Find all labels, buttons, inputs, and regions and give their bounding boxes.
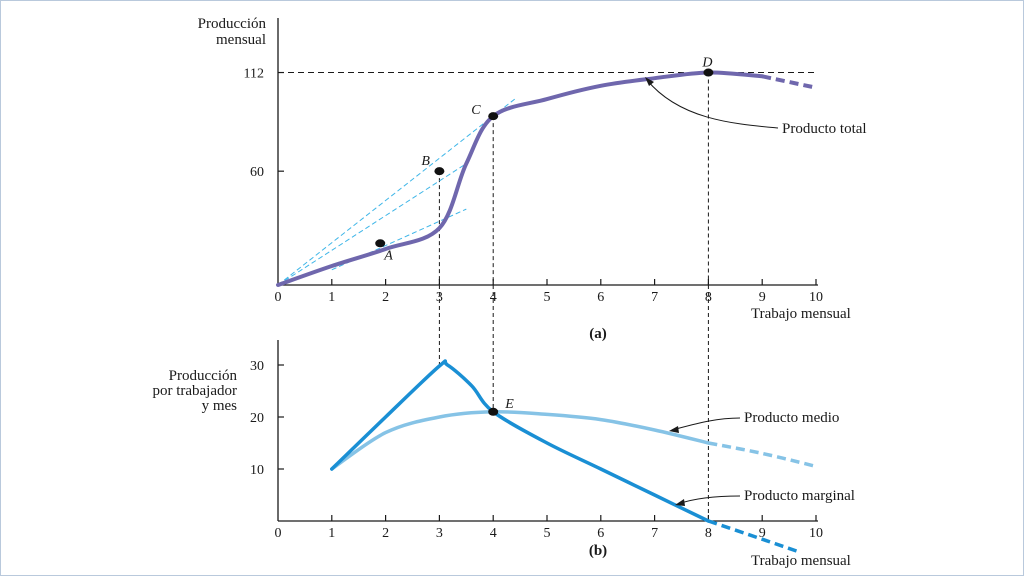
- point-e-marker: [488, 407, 499, 416]
- producto-marginal-label: Producto marginal: [744, 488, 855, 504]
- panel-a-ylabel-line1: Producción: [198, 16, 267, 32]
- producto-total-leader: [646, 79, 779, 129]
- annotation-producto-total: Producto total: [645, 77, 867, 137]
- producto-medio-arrowhead: [669, 426, 679, 433]
- panel-b-y-ticks: 10 20 30: [250, 359, 284, 478]
- panel-a-x-tick-4: 4: [490, 290, 497, 305]
- series-producto-medio-dashed: [708, 441, 817, 469]
- series-producto-marginal-solid: [330, 359, 711, 523]
- panel-b-ylabel-line3: y mes: [202, 398, 238, 414]
- panel-a-x-ticks: 0 1 2 3 4 5 6 7 8 9 10: [275, 279, 823, 305]
- panel-b-ylabel-line1: Producción: [169, 368, 238, 384]
- panel-b-y-tick-20: 20: [250, 411, 264, 426]
- point-d-marker: [703, 68, 714, 77]
- series-producto-medio-solid: [330, 409, 711, 471]
- panel-a-xlabel: Trabajo mensual: [751, 306, 851, 322]
- producto-marginal-leader: [677, 495, 741, 505]
- panel-a-ylabel-line2: mensual: [216, 32, 266, 48]
- annotation-producto-medio: Producto medio: [669, 410, 839, 433]
- panel-a-y-ticks: 60 112: [244, 67, 284, 180]
- panel-a: Producción mensual 0 1 2 3 4 5 6 7 8 9 10 60 112 A B…: [198, 16, 867, 342]
- panel-a-reference-lines: [278, 72, 818, 285]
- panel-b-x-tick-2: 2: [382, 526, 389, 541]
- panel-b-x-tick-1: 1: [328, 526, 335, 541]
- producto-medio-leader: [671, 417, 741, 431]
- panel-a-x-tick-0: 0: [275, 290, 282, 305]
- producto-medio-label: Producto medio: [744, 410, 839, 426]
- point-e-label: E: [504, 397, 514, 412]
- panel-a-x-tick-8: 8: [705, 290, 712, 305]
- panel-a-x-tick-3: 3: [436, 290, 443, 305]
- panel-b-xlabel: Trabajo mensual: [751, 553, 851, 569]
- panel-a-x-tick-5: 5: [544, 290, 551, 305]
- series-producto-total-solid: [276, 70, 765, 287]
- panel-a-x-tick-6: 6: [597, 290, 604, 305]
- series-producto-marginal-dashed: [707, 519, 801, 554]
- panel-b-x-tick-4: 4: [490, 526, 497, 541]
- panel-b-y-axis-title: Producción por trabajador y mes: [152, 368, 237, 414]
- panel-a-caption: (a): [589, 326, 607, 342]
- series-producto-total-dashed: [761, 74, 817, 90]
- panel-b-x-tick-3: 3: [436, 526, 443, 541]
- panel-b-x-tick-5: 5: [544, 526, 551, 541]
- producto-total-arrowhead: [645, 77, 654, 86]
- point-c-marker: [488, 112, 499, 121]
- panel-a-tangent-line-2: [277, 163, 467, 286]
- panel-b: Producción por trabajador y mes 0 1 2 3 4 5 6 7…: [152, 285, 855, 569]
- panel-b-reference-lines: [438, 285, 709, 521]
- panel-b-series: [330, 359, 817, 554]
- point-a-marker: [375, 239, 386, 248]
- panel-b-x-tick-8: 8: [705, 526, 712, 541]
- panel-a-y-tick-112: 112: [244, 67, 264, 82]
- point-b-marker: [434, 167, 445, 176]
- producto-total-label: Producto total: [782, 121, 867, 137]
- panel-a-x-tick-9: 9: [759, 290, 766, 305]
- panel-a-x-tick-1: 1: [328, 290, 335, 305]
- panel-a-x-tick-7: 7: [651, 290, 658, 305]
- panel-b-x-tick-6: 6: [597, 526, 604, 541]
- panel-a-series: [276, 70, 817, 287]
- panel-b-caption: (b): [589, 543, 607, 559]
- point-b-label: B: [421, 154, 430, 169]
- panel-b-ylabel-line2: por trabajador: [152, 383, 237, 399]
- panel-b-x-ticks: 0 1 2 3 4 5 6 7 8 9 10: [275, 515, 823, 541]
- panel-a-x-tick-10: 10: [809, 290, 823, 305]
- panel-a-tangent-lines: [277, 98, 516, 286]
- point-d-label: D: [701, 56, 712, 71]
- panel-b-x-tick-7: 7: [651, 526, 658, 541]
- panel-b-points: E: [488, 397, 514, 416]
- point-a-label: A: [383, 248, 393, 263]
- panel-a-points: A B C D: [375, 56, 714, 263]
- annotation-producto-marginal: Producto marginal: [675, 488, 855, 506]
- panel-b-y-tick-30: 30: [250, 359, 264, 374]
- panel-b-y-tick-10: 10: [250, 463, 264, 478]
- panel-a-tangent-line-1: [277, 98, 516, 286]
- panel-a-x-tick-2: 2: [382, 290, 389, 305]
- panel-a-y-tick-60: 60: [250, 165, 264, 180]
- producto-marginal-arrowhead: [675, 499, 685, 506]
- panel-b-x-tick-9: 9: [759, 526, 766, 541]
- panel-b-x-tick-10: 10: [809, 526, 823, 541]
- panel-a-y-axis-title: Producción mensual: [198, 16, 267, 48]
- point-c-label: C: [471, 103, 481, 118]
- panel-b-x-tick-0: 0: [275, 526, 282, 541]
